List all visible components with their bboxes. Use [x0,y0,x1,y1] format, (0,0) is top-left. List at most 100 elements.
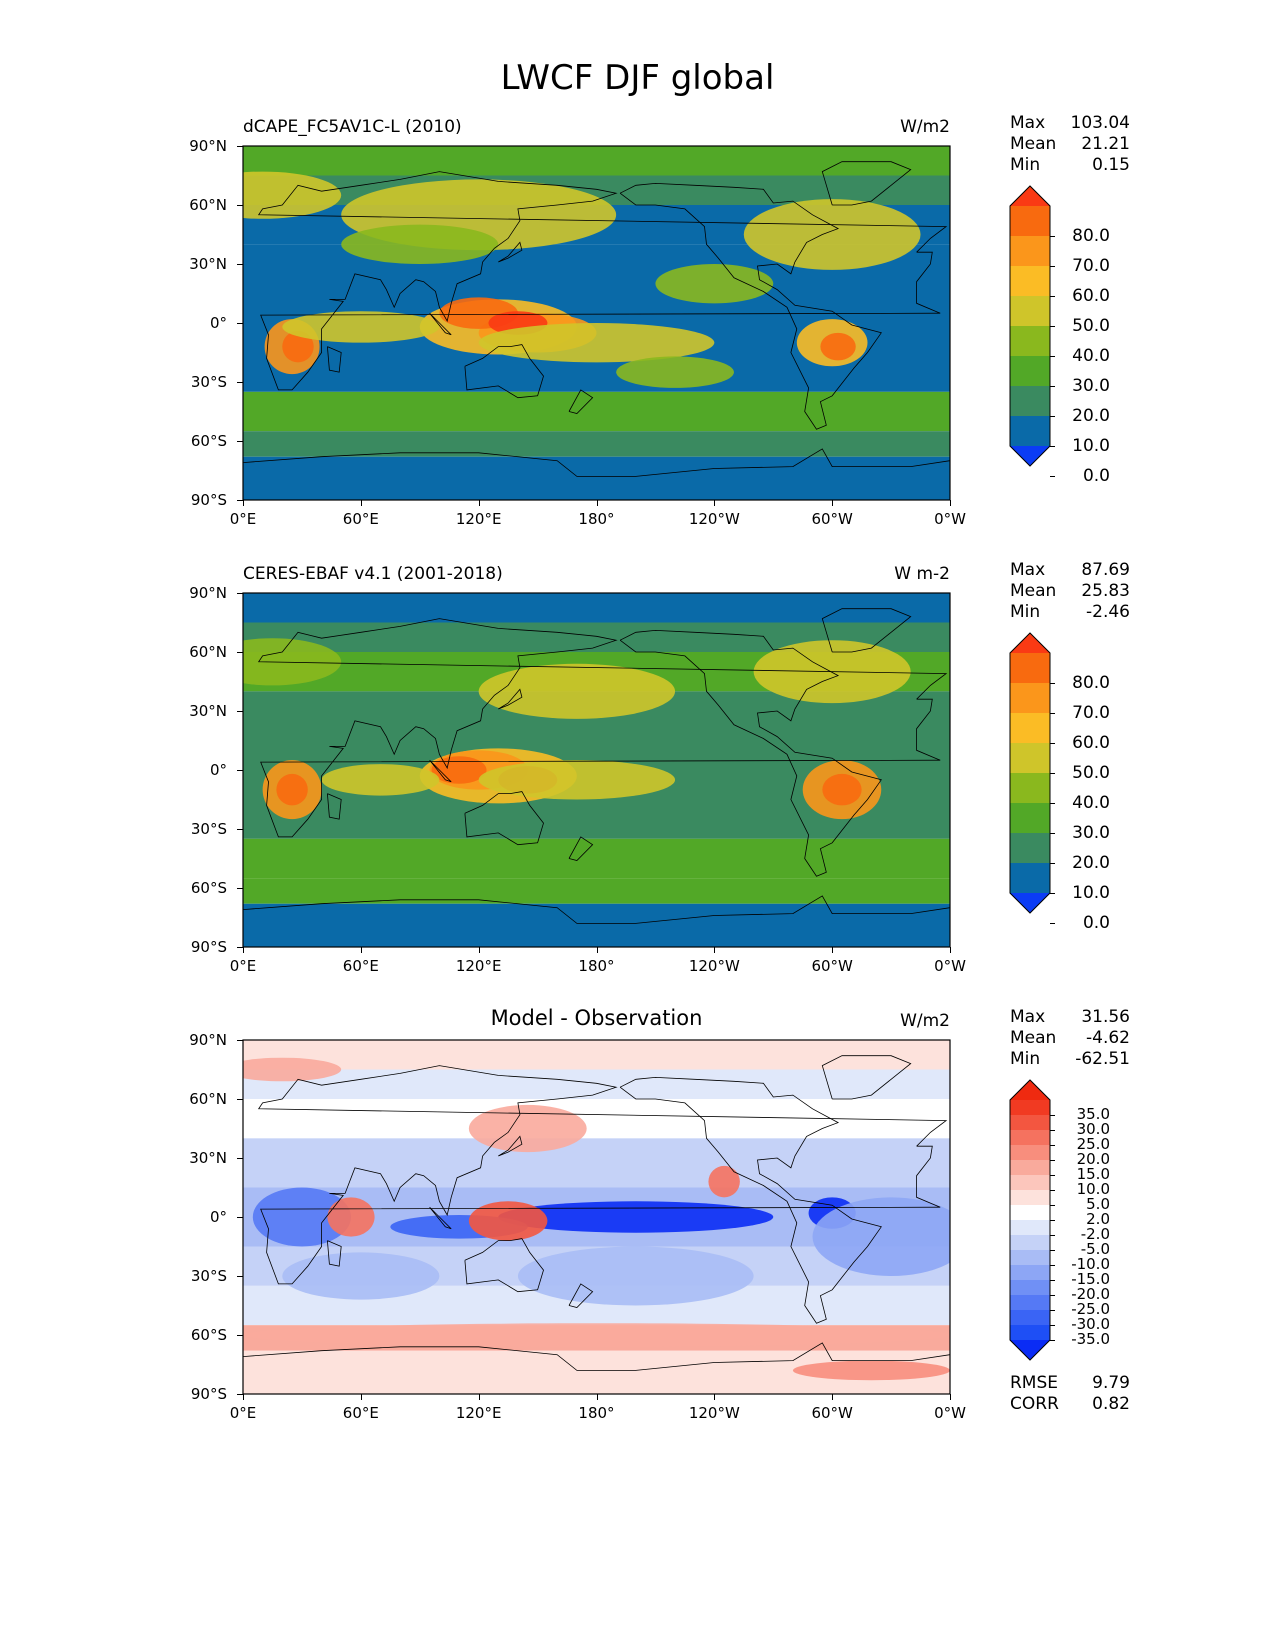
lon-tick-label: 0°W [934,1404,966,1422]
coastline [464,791,544,846]
colorbar-tick-label: 50.0 [1072,316,1110,336]
colorbar-tick-mark [1050,356,1055,357]
colorbar-tick-label: -15.0 [1071,1270,1110,1288]
panel-1-field [243,146,950,500]
lat-tick-label: 60°S [190,432,227,450]
panel-2-title: CERES-EBAF v4.1 (2001-2018) [243,564,503,584]
field-band [243,146,950,176]
colorbar-segment [1010,386,1050,417]
stat-value: 87.69 [1081,560,1130,580]
field-band [243,1138,950,1188]
colorbar-tick-label: 70.0 [1072,256,1110,276]
lon-tick-mark [950,500,951,506]
stat-value: 25.83 [1081,581,1130,601]
colorbar-segment [1010,773,1050,804]
lat-tick-label: 30°N [189,702,227,720]
colorbar-segment [1010,1280,1050,1296]
panel-1-units: W/m2 [900,117,950,137]
colorbar-tick-mark [1050,1130,1055,1131]
colorbar-tick-label: -5.0 [1080,1240,1110,1258]
metric-value: 9.79 [1092,1373,1130,1393]
lon-tick-label: 60°W [811,510,853,528]
panel-3-units: W/m2 [900,1011,950,1031]
coastline [429,312,452,336]
field-blob [655,264,774,304]
coastline [821,608,912,653]
lat-tick-label: 30°N [189,255,227,273]
field-blob [282,311,440,343]
lon-tick-mark [832,500,834,506]
colorbar-segment [1010,1220,1050,1236]
field-blob [243,638,342,686]
colorbar-tick-label: 20.0 [1072,406,1110,426]
coastline [821,161,912,206]
colorbar-segment [1010,266,1050,297]
colorbar-tick-mark [1050,386,1055,387]
colorbar-tick-mark [1050,1175,1055,1176]
lon-tick-label: 0°E [229,1404,257,1422]
lon-tick-label: 180° [578,957,615,975]
field-blob [327,1197,375,1237]
colorbar-segment [1010,1235,1050,1251]
colorbar-segment [1010,1130,1050,1146]
lat-tick-label: 90°S [190,491,227,509]
lat-tick-mark [237,711,243,712]
panel-2-map [242,592,951,948]
field-blob [243,1323,950,1347]
coastline [243,1342,950,1371]
lon-tick-mark [478,1394,480,1400]
lon-tick-mark [714,947,716,953]
lon-tick-mark [950,947,951,953]
colorbar-segment [1010,356,1050,387]
coastline [327,793,342,820]
colorbar-segment [1010,1205,1050,1221]
colorbar-tick-mark [1050,236,1055,237]
colorbar-tick-label: 40.0 [1072,793,1110,813]
panel-3-field [243,1040,950,1394]
colorbar-segment [1010,743,1050,774]
coastline [498,1135,523,1157]
lat-tick-label: 60°N [189,196,227,214]
colorbar-extend-max [1010,1080,1050,1100]
field-blob [792,1360,950,1381]
field-blob [822,773,862,806]
panel-2-colorbar [1009,632,1051,914]
field-blob [282,330,314,363]
colorbar-tick-label: -20.0 [1071,1285,1110,1303]
stat-value: 0.15 [1092,155,1130,175]
lat-tick-label: 60°N [189,643,227,661]
panel-3-colorbar [1009,1079,1051,1361]
panel-2-units: W m-2 [894,564,950,584]
metric-value: 0.82 [1092,1394,1130,1414]
lon-tick-label: 0°E [229,510,257,528]
colorbar-segment [1010,1190,1050,1206]
metric-label: CORR [1010,1394,1059,1414]
colorbar-tick-label: 30.0 [1076,1120,1110,1138]
field-blob [616,356,734,388]
lon-tick-mark [360,500,362,506]
colorbar-segment [1010,206,1050,237]
colorbar-segment [1010,1160,1050,1176]
lon-tick-label: 120°W [688,1404,740,1422]
colorbar-tick-mark [1050,683,1055,684]
colorbar-tick-mark [1050,1220,1055,1221]
colorbar-tick-mark [1050,296,1055,297]
colorbar-tick-mark [1050,1325,1055,1326]
coastline [243,448,950,477]
coastline [498,241,523,263]
lon-tick-mark [714,1394,716,1400]
stat-value: 103.04 [1070,113,1130,133]
coastline [327,346,342,373]
field-band [243,903,950,947]
colorbar-tick-label: -10.0 [1071,1255,1110,1273]
field-blob [282,1252,440,1300]
lon-tick-mark [596,1394,598,1400]
colorbar-tick-label: 20.0 [1076,1150,1110,1168]
panel-2-field [243,593,950,947]
lat-tick-mark [237,205,243,206]
lon-tick-label: 0°E [229,957,257,975]
field-blob [478,760,676,800]
lon-tick-label: 60°W [811,1404,853,1422]
colorbar-tick-label: 10.0 [1072,883,1110,903]
lon-tick-mark [360,947,362,953]
